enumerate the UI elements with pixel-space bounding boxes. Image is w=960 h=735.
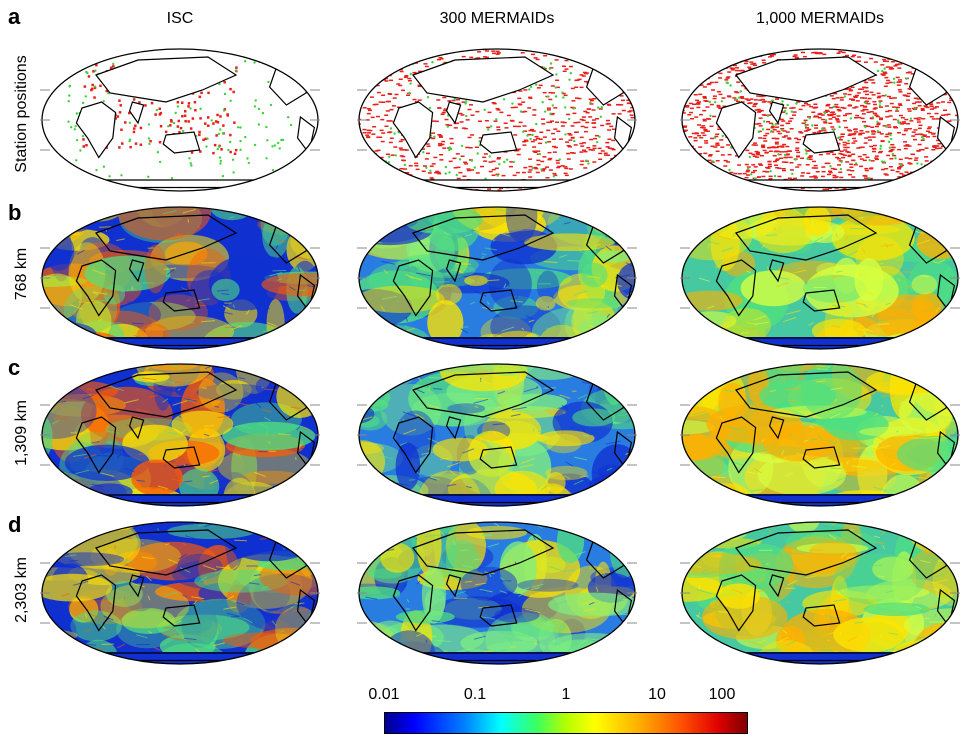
column-title-isc: ISC	[166, 10, 194, 27]
colorbar-tick-0.01: 0.01	[368, 686, 400, 703]
colorbar-tick-0.1: 0.1	[463, 686, 487, 703]
row-label-station-positions: Station positions	[13, 55, 30, 173]
row-letter-c: c	[8, 355, 21, 380]
colorbar-tick-1: 1	[561, 686, 571, 703]
map-panel-d-1	[40, 521, 320, 665]
row-letter-d: d	[8, 512, 22, 537]
row-label-1309-km: 1,309 km	[13, 400, 30, 466]
map-panel-d-3	[680, 521, 960, 665]
map-panel-a-3	[680, 48, 960, 192]
map-panel-d-2	[357, 521, 637, 665]
colorbar	[384, 712, 748, 734]
row-label-768-km: 768 km	[13, 247, 30, 301]
map-panel-c-2	[357, 363, 637, 507]
map-panel-a-1	[40, 48, 320, 192]
map-panel-b-1	[40, 206, 320, 350]
column-title-300-mermaids: 300 MERMAIDs	[439, 10, 555, 27]
map-panel-a-2	[357, 48, 637, 192]
map-panel-b-2	[357, 206, 637, 350]
colorbar-tick-100: 100	[708, 686, 736, 703]
map-panel-c-3	[680, 363, 960, 507]
column-title-1000-mermaids: 1,000 MERMAIDs	[755, 10, 885, 27]
row-letter-b: b	[8, 200, 22, 225]
row-letter-a: a	[8, 4, 21, 29]
colorbar-tick-10: 10	[648, 686, 666, 703]
map-panel-b-3	[680, 206, 960, 350]
map-panel-c-1	[40, 363, 320, 507]
row-label-2303-km: 2,303 km	[13, 557, 30, 623]
